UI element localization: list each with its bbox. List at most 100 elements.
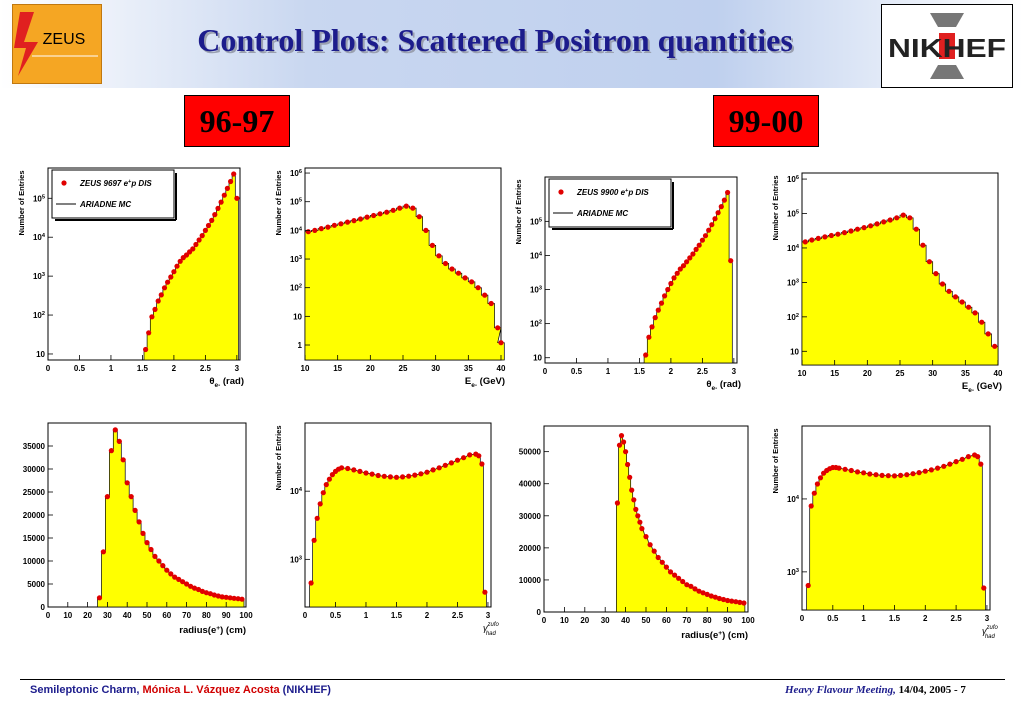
data-point <box>231 171 237 177</box>
y-tick-label: 105 <box>33 194 45 203</box>
data-point <box>223 594 229 600</box>
y-tick-label: 20000 <box>23 511 46 520</box>
x-tick-label: 90 <box>723 616 732 625</box>
data-point <box>985 331 991 337</box>
x-tick-label: 20 <box>83 611 92 620</box>
data-point <box>479 461 485 467</box>
data-point <box>190 246 196 252</box>
data-point <box>898 472 904 478</box>
data-point <box>455 270 462 276</box>
data-point <box>96 595 103 601</box>
legend-mc-label: ARIADNE MC <box>79 200 131 209</box>
x-tick-label: 3 <box>486 611 491 620</box>
data-point <box>305 229 311 235</box>
data-point <box>442 462 448 468</box>
data-point <box>180 579 186 585</box>
data-point <box>136 519 142 525</box>
mc-histogram <box>806 454 986 611</box>
data-point <box>482 589 488 595</box>
y-tick-label: 105 <box>787 210 799 219</box>
data-point <box>835 231 841 237</box>
x-tick-label: 25 <box>896 369 905 378</box>
data-point <box>981 585 987 591</box>
plot-theta-9900: 0 0.5 1 1.5 2 2.5 3 10 102 103 104 105 θe- (rad) Numb… <box>514 176 741 392</box>
x-tick-label: 1.5 <box>889 614 901 623</box>
y-tick-label: 106 <box>787 175 799 184</box>
x-tick-label: 0 <box>46 611 51 620</box>
x-tick-label: 3 <box>235 364 240 373</box>
data-point <box>412 472 418 478</box>
data-point <box>384 209 390 215</box>
data-point <box>916 470 922 476</box>
data-point <box>128 494 134 500</box>
x-tick-label: 0 <box>800 614 805 623</box>
y-axis-label: Number of Entries <box>514 179 523 244</box>
data-point <box>156 558 162 564</box>
x-tick-label: 2 <box>923 614 928 623</box>
plot-theta-9697: 0 0.5 1 1.5 2 2.5 3 10 102 103 104 105 θe- (rad) Numb… <box>17 167 244 389</box>
x-tick-label: 3 <box>732 367 737 376</box>
x-tick-label: 60 <box>662 616 671 625</box>
x-tick-label: 10 <box>560 616 569 625</box>
period-label-9697: 96-97 <box>184 95 290 147</box>
data-point <box>733 599 739 605</box>
data-point <box>841 230 848 236</box>
data-point <box>329 472 335 478</box>
plot-radius-9697: 0 10 20 30 40 50 60 70 80 90 100 0 5000 10000 15000 200… <box>23 422 253 636</box>
data-point <box>867 471 873 477</box>
data-point <box>140 530 146 536</box>
data-point <box>406 473 412 479</box>
data-point <box>224 185 230 191</box>
data-point <box>854 226 861 232</box>
data-point <box>209 217 215 223</box>
data-point <box>805 582 811 589</box>
y-tick-label: 104 <box>290 487 303 496</box>
footer-author: Mónica L. Vázquez Acosta <box>142 684 280 696</box>
x-axis-label: γzufo had <box>483 622 500 637</box>
data-point <box>403 203 409 209</box>
x-tick-label: 0 <box>543 367 548 376</box>
y-tick-label: 1 <box>298 341 303 350</box>
data-point <box>410 205 416 211</box>
data-point <box>637 519 643 525</box>
data-point <box>363 470 369 476</box>
data-point <box>436 465 442 471</box>
nikhef-logo-text: NIKHEF <box>888 33 1006 63</box>
data-point <box>652 315 658 321</box>
x-tick-label: 30 <box>103 611 112 620</box>
footer-left: Semileptonic Charm, Mónica L. Vázquez Ac… <box>30 684 331 696</box>
data-point <box>625 461 631 468</box>
data-point <box>965 454 971 460</box>
data-point <box>227 595 233 601</box>
data-point <box>442 260 449 267</box>
data-point <box>674 270 680 276</box>
data-point <box>436 253 442 259</box>
data-point <box>482 292 488 298</box>
data-point <box>461 455 467 461</box>
x-tick-label: 1 <box>606 367 611 376</box>
page-title: Control Plots: Scattered Positron quanti… <box>197 22 793 58</box>
data-point <box>700 590 706 596</box>
data-point <box>320 490 326 496</box>
data-point <box>211 592 217 598</box>
data-point <box>671 275 677 281</box>
data-point <box>725 189 731 196</box>
data-point <box>904 472 910 478</box>
data-point <box>643 534 649 540</box>
y-tick-label: 102 <box>290 284 302 293</box>
data-point <box>381 473 387 479</box>
data-point <box>854 469 861 475</box>
data-point <box>120 457 126 463</box>
data-point <box>836 465 842 471</box>
data-point <box>861 470 867 476</box>
legend-data-label: ZEUS 9697 e+p DIS <box>79 179 152 188</box>
x-tick-label: 15 <box>830 369 839 378</box>
data-point <box>712 594 718 600</box>
x-tick-label: 2 <box>669 367 674 376</box>
data-point <box>345 465 351 472</box>
data-point <box>371 212 377 219</box>
data-point <box>331 222 337 228</box>
x-tick-label: 40 <box>497 364 506 373</box>
data-point <box>351 218 357 224</box>
x-tick-label: 10 <box>798 369 807 378</box>
